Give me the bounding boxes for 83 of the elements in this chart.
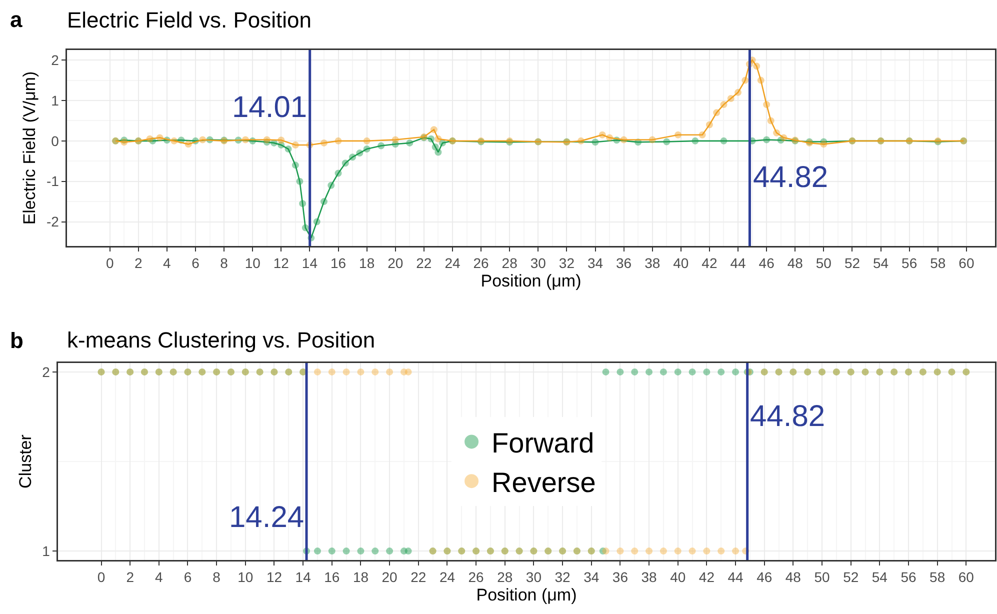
x-tick-label: 48 — [787, 255, 804, 272]
x-tick-label: 48 — [785, 569, 802, 586]
x-tick-label: 6 — [192, 255, 200, 272]
x-tick-label: 28 — [502, 255, 518, 272]
x-tick-label: 0 — [97, 569, 106, 586]
x-tick-label: 56 — [900, 569, 917, 586]
x-tick-label: 54 — [872, 255, 889, 272]
x-tick-label: 16 — [324, 569, 340, 586]
x-tick-label: 52 — [844, 255, 860, 272]
x-tick-label: 38 — [644, 255, 660, 272]
x-tick-label: 40 — [670, 569, 686, 586]
x-tick-label: 4 — [155, 569, 164, 586]
x-tick-label: 12 — [266, 569, 282, 586]
y-tick-label: 1 — [42, 542, 50, 559]
x-tick-label: 36 — [612, 569, 628, 586]
x-tick-label: 26 — [473, 255, 490, 272]
x-tick-label: 60 — [958, 569, 974, 586]
x-tick-label: 26 — [468, 569, 484, 586]
x-tick-label: 18 — [359, 255, 375, 272]
x-tick-label: 20 — [388, 255, 404, 272]
x-tick-label: 36 — [616, 255, 632, 272]
x-tick-label: 30 — [526, 569, 542, 586]
x-tick-label: 34 — [587, 255, 604, 272]
y-tick-label: 0 — [51, 132, 60, 149]
x-tick-label: 34 — [584, 569, 600, 586]
x-tick-label: 32 — [558, 255, 575, 272]
y-tick-label: 2 — [42, 364, 50, 380]
y-tick-label: -2 — [46, 214, 60, 230]
x-tick-label: 8 — [220, 255, 228, 272]
y-tick-label: 2 — [51, 52, 60, 68]
ref-line-label: 44.82 — [753, 161, 828, 194]
chart-title: k-means Clustering vs. Position — [67, 328, 376, 353]
legend-label: Forward — [492, 428, 594, 459]
x-tick-label: 10 — [238, 569, 254, 586]
y-axis-title: Electric Field (V/μm) — [20, 71, 40, 225]
x-tick-label: 60 — [958, 255, 974, 272]
x-tick-label: 52 — [843, 569, 859, 586]
text: a — [10, 7, 23, 32]
legend-label: Reverse — [492, 467, 596, 498]
x-tick-label: 18 — [352, 569, 369, 586]
x-tick-label: 54 — [872, 569, 888, 586]
x-tick-label: 44 — [730, 255, 746, 272]
ref-line-label: 44.82 — [750, 400, 826, 433]
x-tick-label: 44 — [728, 569, 744, 586]
x-axis-title: Position (μm) — [480, 271, 582, 290]
y-axis-title: Cluster — [16, 434, 35, 488]
x-tick-label: 16 — [330, 255, 346, 272]
x-tick-label: 14 — [295, 569, 312, 586]
x-tick-label: 42 — [698, 569, 715, 586]
x-tick-label: 20 — [382, 569, 398, 586]
x-tick-label: 56 — [902, 255, 918, 272]
ref-line-label: 14.24 — [229, 501, 304, 534]
x-tick-label: 22 — [416, 255, 432, 272]
x-tick-label: 42 — [702, 255, 718, 272]
x-tick-label: 8 — [212, 569, 221, 586]
x-tick-label: 46 — [758, 255, 775, 272]
x-tick-label: 50 — [814, 569, 830, 586]
x-tick-label: 4 — [163, 255, 172, 272]
x-tick-label: 2 — [126, 569, 134, 586]
x-tick-label: 40 — [673, 255, 689, 272]
x-tick-label: 30 — [530, 255, 546, 272]
x-tick-label: 32 — [554, 569, 571, 586]
ref-line-label: 14.01 — [232, 91, 308, 124]
x-tick-label: 24 — [444, 255, 460, 272]
x-tick-label: 12 — [273, 255, 290, 272]
x-axis-title: Position (μm) — [476, 585, 577, 604]
x-tick-label: 0 — [106, 255, 114, 272]
chart-title: Electric Field vs. Position — [67, 8, 312, 33]
x-tick-label: 2 — [134, 255, 142, 272]
x-tick-label: 22 — [410, 569, 426, 586]
y-tick-label: -1 — [46, 173, 60, 190]
x-tick-label: 46 — [756, 569, 772, 586]
y-tick-label: 1 — [51, 92, 60, 108]
x-tick-label: 28 — [497, 569, 513, 586]
x-tick-label: 14 — [302, 255, 318, 272]
x-tick-label: 38 — [641, 569, 658, 586]
text: b — [10, 328, 24, 353]
x-tick-label: 24 — [439, 569, 456, 586]
x-tick-label: 10 — [244, 255, 261, 272]
x-tick-label: 50 — [816, 255, 832, 272]
x-tick-label: 6 — [184, 569, 192, 586]
x-tick-label: 58 — [930, 569, 946, 586]
x-tick-label: 58 — [930, 255, 946, 272]
